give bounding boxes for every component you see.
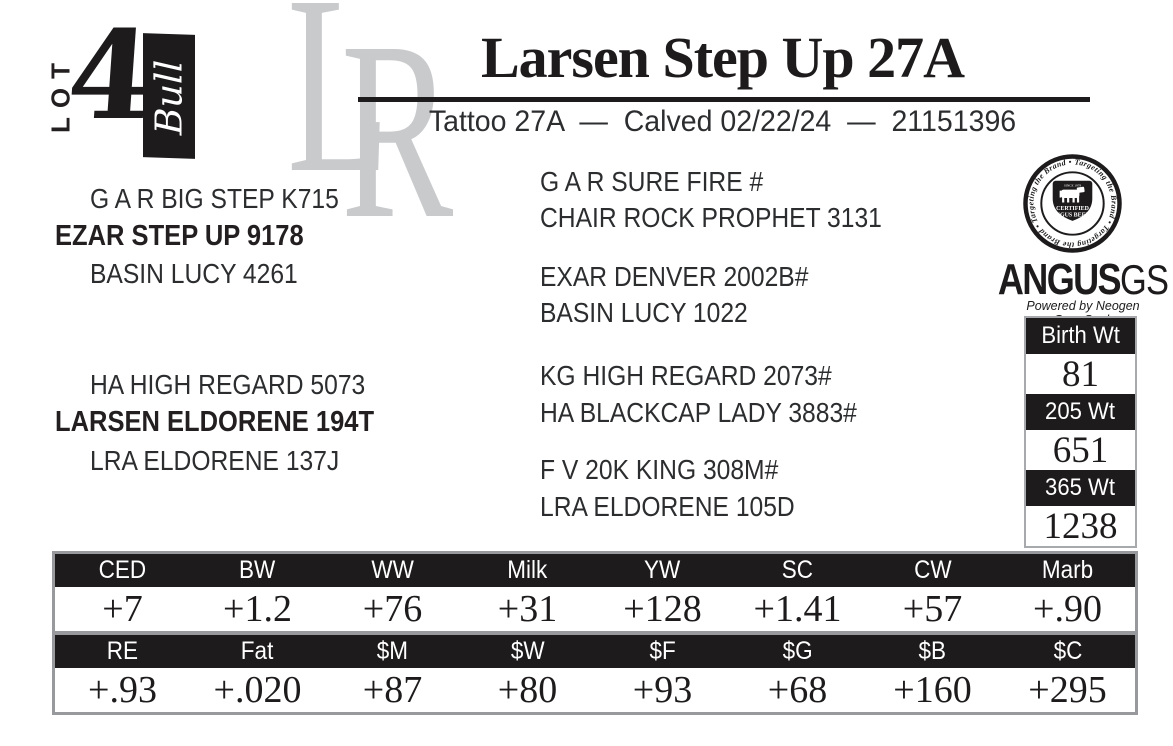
epd-value-cell: +80 [497,669,558,711]
angus-logo-text: ANGUS [997,255,1122,304]
epd-header-label: $W [510,637,545,665]
tattoo-calved-line: Tattoo 27A — Calved 02/22/24 — 21151396 [428,105,1017,138]
epd-value-cell: +.020 [213,669,302,711]
epd-header-label: CW [913,556,952,584]
epd-value-cell: +.93 [88,669,157,711]
epd-header-label: YW [644,556,681,584]
weight-header: 365 Wt [1026,470,1135,506]
sire-grandsire: G A R BIG STEP K715 [90,183,339,214]
ancestor-line: EXAR DENVER 2002B# [540,261,809,292]
epd-value-cell: +7 [102,588,143,630]
epd-value-cell: +295 [1028,669,1107,711]
epd-header-label: Marb [1041,556,1094,584]
epd-header-cell: Fat [190,635,325,668]
epd-value-row: +7 +1.2 +76 +31 +128 +1.41 +57 +.90 [55,587,1135,631]
epd-value-cell: +76 [362,588,423,630]
epd-value-cell: +31 [497,588,558,630]
ancestor-line: F V 20K KING 308M# [540,454,779,485]
epd-header-cell: RE [55,635,190,668]
ancestor-line: HA BLACKCAP LADY 3883# [540,397,857,428]
epd-header-label: $M [376,637,409,665]
weight-header: 205 Wt [1026,394,1135,430]
epd-header-cell: SC [730,554,865,587]
epd-header-label: $C [1053,637,1082,665]
dam-grandsire: HA HIGH REGARD 5073 [90,369,366,400]
epd-header-cell: $W [460,635,595,668]
epd-value-cell: +57 [902,588,963,630]
epd-row-divider [55,631,1135,635]
epd-value-cell: +68 [767,669,828,711]
ancestor-line: BASIN LUCY 1022 [540,297,748,328]
lot-number: 4 [62,3,158,147]
epd-header-cell: YW [595,554,730,587]
cab-angus-beef-text: ANGUS BEEF® [1051,211,1094,218]
watermark-letter-l: L [287,0,390,226]
epd-table: CED BW WW Milk YW SC CW Marb +7 +1.2 +76… [52,551,1138,715]
cow-icon [1059,186,1085,203]
epd-value-cell: +87 [362,669,423,711]
epd-value-cell: +160 [893,669,972,711]
weight-header-label: 365 Wt [1045,474,1116,501]
weight-header-label: 205 Wt [1045,398,1116,425]
epd-header-label: CED [98,556,147,584]
page-title: Larsen Step Up 27A [480,25,965,90]
epd-value-cell: +1.2 [223,588,292,630]
epd-header-cell: $B [865,635,1000,668]
weight-table: Birth Wt 81 205 Wt 651 365 Wt 1238 [1024,316,1137,548]
epd-header-cell: CW [865,554,1000,587]
dam-granddam: LRA ELDORENE 137J [90,445,340,476]
epd-header-label: $G [782,637,813,665]
epd-header-label: RE [106,637,139,665]
ancestor-line: CHAIR ROCK PROPHET 3131 [540,202,882,233]
epd-header-label: $F [649,637,676,665]
weight-value: 1238 [1026,506,1135,547]
epd-header-cell: Marb [1000,554,1135,587]
epd-header-label: BW [239,556,276,584]
weight-value: 651 [1026,430,1135,471]
sire-name: EZAR STEP UP 9178 [55,220,304,252]
epd-value-cell: +128 [623,588,702,630]
epd-value-row: +.93 +.020 +87 +80 +93 +68 +160 +295 [55,668,1135,712]
epd-header-cell: Milk [460,554,595,587]
epd-header-label: SC [781,556,814,584]
sire-granddam: BASIN LUCY 4261 [90,258,298,289]
weight-value: 81 [1026,354,1135,395]
ancestor-line: G A R SURE FIRE # [540,166,764,197]
epd-header-label: Milk [507,556,548,584]
epd-header-cell: $G [730,635,865,668]
epd-header-label: WW [371,556,414,584]
ancestor-line: LRA ELDORENE 105D [540,491,795,522]
epd-header-cell: WW [325,554,460,587]
epd-value-cell: +.90 [1033,588,1102,630]
epd-header-label: $B [918,637,947,665]
title-underline [358,97,1090,102]
dam-name: LARSEN ELDORENE 194T [55,406,375,438]
weight-header-label: Birth Wt [1041,322,1120,349]
ancestor-line: KG HIGH REGARD 2073# [540,360,832,391]
epd-header-cell: $C [1000,635,1135,668]
epd-header-cell: BW [190,554,325,587]
cab-certified-text: CERTIFIED [1056,206,1089,212]
epd-header-cell: CED [55,554,190,587]
angus-gs-logo: ANGUS GS [998,258,1169,302]
epd-header-cell: $M [325,635,460,668]
epd-value-cell: +93 [632,669,693,711]
watermark-letter-r: R [341,0,454,272]
certified-angus-beef-logo: Targeting the Brand • Targeting the Bran… [1023,154,1122,253]
cab-since-text: SINCE 1978 [1064,184,1082,188]
epd-header-cell: $F [595,635,730,668]
weight-header: Birth Wt [1026,318,1135,354]
epd-header-row: RE Fat $M $W $F $G $B $C [55,635,1135,668]
epd-header-row: CED BW WW Milk YW SC CW Marb [55,554,1135,587]
gs-logo-text: GS [1119,256,1169,303]
epd-value-cell: +1.41 [753,588,842,630]
epd-header-label: Fat [241,637,274,665]
